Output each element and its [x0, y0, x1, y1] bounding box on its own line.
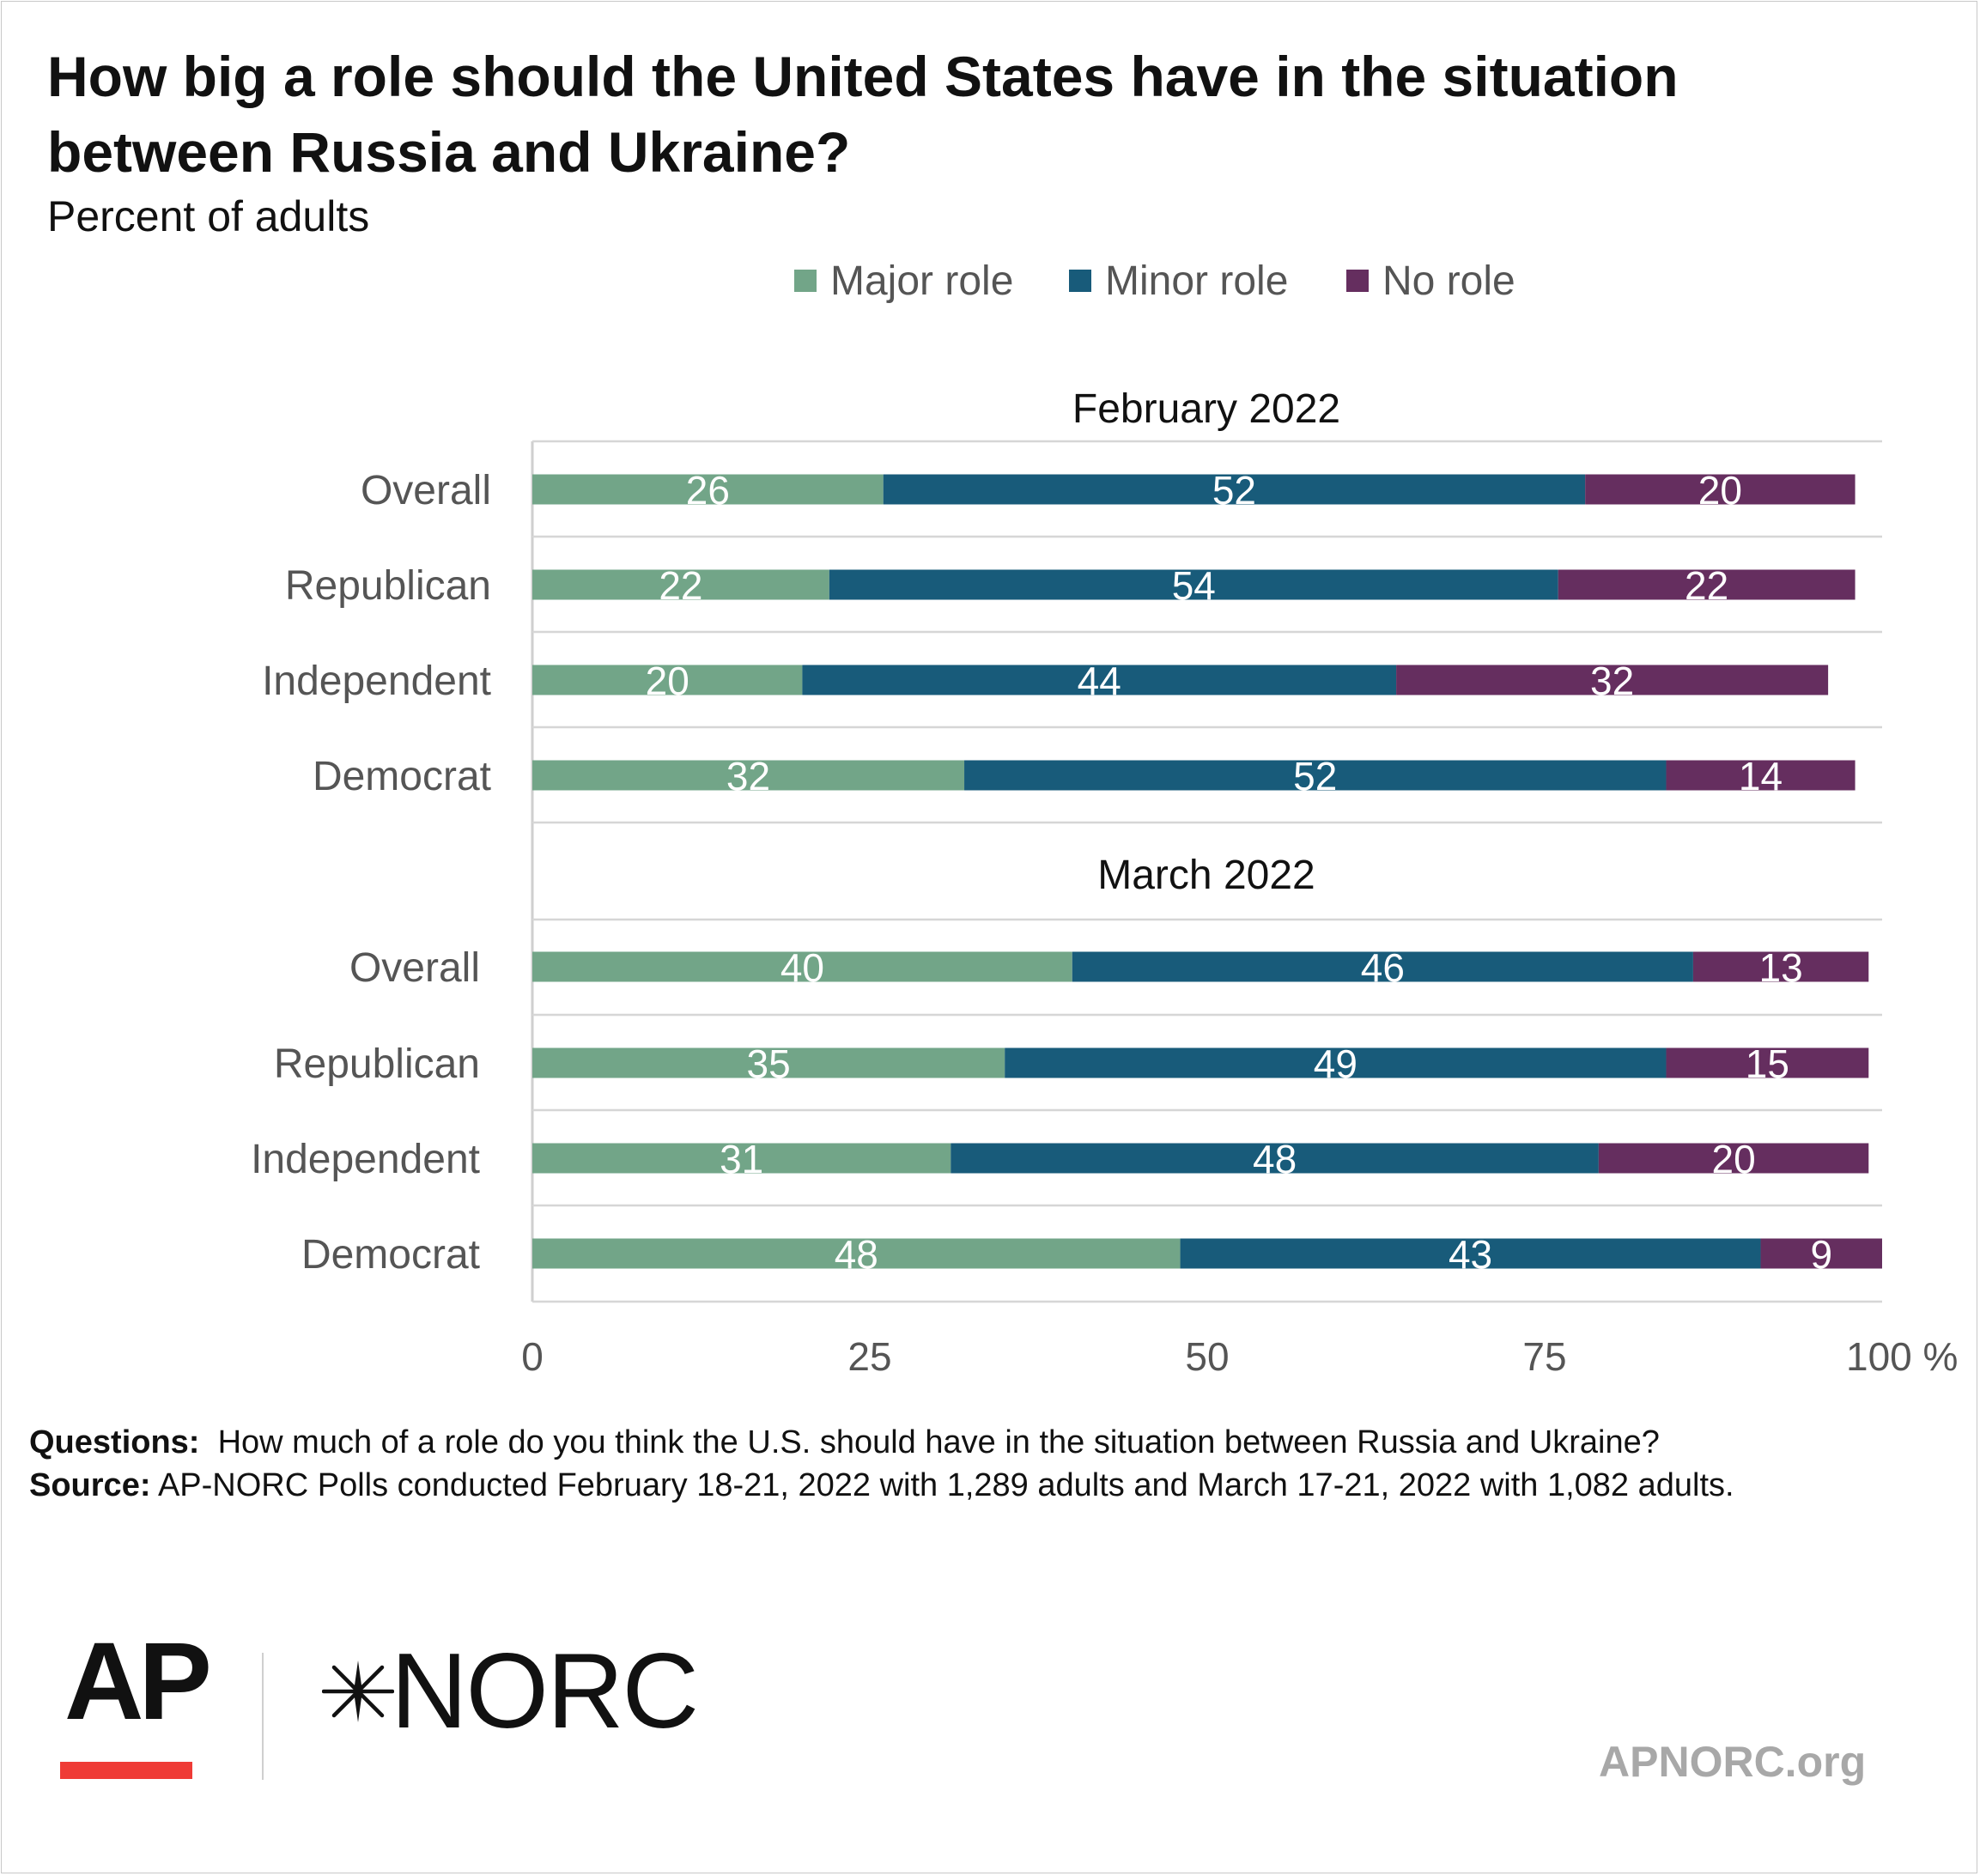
bar-major-role — [532, 760, 965, 791]
data-label: 26 — [686, 468, 730, 513]
bar-no-role — [1396, 665, 1829, 695]
legend-swatch-minor-role — [1069, 270, 1091, 292]
row-label-republican: Republican — [274, 1041, 480, 1087]
row-label-overall: Overall — [349, 945, 480, 991]
bar-minor-role — [883, 474, 1586, 505]
labels: February 2022 Overall 26 52 20 Republican 22 54… — [251, 386, 1958, 1379]
group-header-february-2022: February 2022 — [1072, 386, 1340, 432]
data-label: 52 — [1293, 754, 1337, 798]
x-tick-label: 0 — [521, 1334, 544, 1379]
row-label-overall: Overall — [361, 468, 491, 513]
star-burst-icon — [322, 1660, 394, 1722]
bar-no-role — [1692, 951, 1869, 982]
row-label-democrat: Democrat — [301, 1232, 480, 1278]
data-label: 40 — [780, 945, 824, 990]
data-label: 32 — [726, 754, 770, 798]
x-tick-label: 75 — [1522, 1334, 1566, 1379]
source-label: Source: — [29, 1467, 151, 1503]
group-header-march-2022: March 2022 — [1097, 853, 1315, 898]
data-label: 9 — [1810, 1232, 1832, 1277]
source-note: Source: AP-NORC Polls conducted February… — [29, 1464, 1961, 1507]
ap-logo: AP — [64, 1620, 212, 1743]
bar-no-role — [1760, 1238, 1882, 1269]
data-label: 49 — [1314, 1041, 1357, 1086]
data-label: 20 — [1698, 468, 1742, 513]
row-label-independent: Independent — [262, 659, 491, 704]
chart-notes: Questions: How much of a role do you thi… — [29, 1421, 1961, 1507]
data-label: 43 — [1449, 1232, 1492, 1277]
bar-minor-role — [1072, 951, 1693, 982]
bars — [532, 474, 1882, 1269]
stacked-bar-chart: Major role Minor role No role February 202… — [251, 258, 1958, 1379]
source-text: AP-NORC Polls conducted February 18-21, … — [157, 1467, 1734, 1503]
bar-minor-role — [1180, 1238, 1761, 1269]
bar-no-role — [1558, 569, 1855, 600]
legend-swatch-no-role — [1346, 270, 1369, 292]
bar-minor-role — [964, 760, 1667, 791]
chart-subtitle: Percent of adults — [47, 192, 370, 240]
logo-divider — [262, 1653, 264, 1780]
row-label-republican: Republican — [285, 563, 491, 609]
norc-logo-text: NORC — [391, 1632, 699, 1751]
bar-major-role — [532, 1238, 1181, 1269]
data-label: 32 — [1590, 659, 1634, 703]
data-label: 20 — [646, 659, 689, 703]
data-label: 22 — [1685, 563, 1728, 608]
data-label: 35 — [747, 1041, 791, 1086]
x-tick-label: 50 — [1185, 1334, 1229, 1379]
norc-logo: NORC — [322, 1632, 699, 1751]
bar-minor-role — [802, 665, 1397, 695]
questions-text: How much of a role do you think the U.S.… — [217, 1424, 1660, 1460]
bar-minor-role — [1005, 1047, 1667, 1078]
row-label-independent: Independent — [251, 1137, 480, 1182]
row-label-democrat: Democrat — [313, 754, 491, 799]
data-label: 22 — [659, 563, 702, 608]
legend-swatch-major-role — [794, 270, 817, 292]
ap-logo-accent-bar — [60, 1762, 192, 1779]
chart-title: How big a role should the United States … — [47, 45, 1679, 184]
questions-note: Questions: How much of a role do you thi… — [29, 1421, 1961, 1464]
legend-label-minor-role: Minor role — [1105, 258, 1288, 304]
data-label: 14 — [1739, 754, 1783, 798]
data-label: 54 — [1172, 563, 1216, 608]
data-label: 31 — [720, 1137, 763, 1181]
data-label: 20 — [1711, 1137, 1755, 1181]
bar-minor-role — [829, 569, 1558, 600]
data-label: 15 — [1746, 1041, 1789, 1086]
bar-major-role — [532, 569, 829, 600]
bar-major-role — [532, 951, 1072, 982]
bar-major-role — [532, 474, 884, 505]
questions-label: Questions: — [29, 1424, 200, 1460]
bar-no-role — [1666, 760, 1855, 791]
site-url: APNORC.org — [1599, 1738, 1867, 1786]
data-label: 13 — [1759, 945, 1803, 990]
legend-label-major-role: Major role — [830, 258, 1013, 304]
bar-minor-role — [951, 1143, 1599, 1174]
bar-major-role — [532, 665, 803, 695]
x-tick-label: 100 % — [1846, 1334, 1958, 1379]
bar-major-role — [532, 1143, 951, 1174]
bar-no-role — [1585, 474, 1855, 505]
data-label: 48 — [835, 1232, 878, 1277]
legend: Major role Minor role No role — [794, 258, 1515, 304]
bar-no-role — [1666, 1047, 1869, 1078]
data-label: 48 — [1253, 1137, 1297, 1181]
x-tick-label: 25 — [847, 1334, 891, 1379]
data-label: 46 — [1361, 945, 1405, 990]
data-label: 52 — [1212, 468, 1256, 513]
data-label: 44 — [1078, 659, 1121, 703]
bar-no-role — [1598, 1143, 1869, 1174]
bar-major-role — [532, 1047, 1005, 1078]
legend-label-no-role: No role — [1382, 258, 1515, 304]
